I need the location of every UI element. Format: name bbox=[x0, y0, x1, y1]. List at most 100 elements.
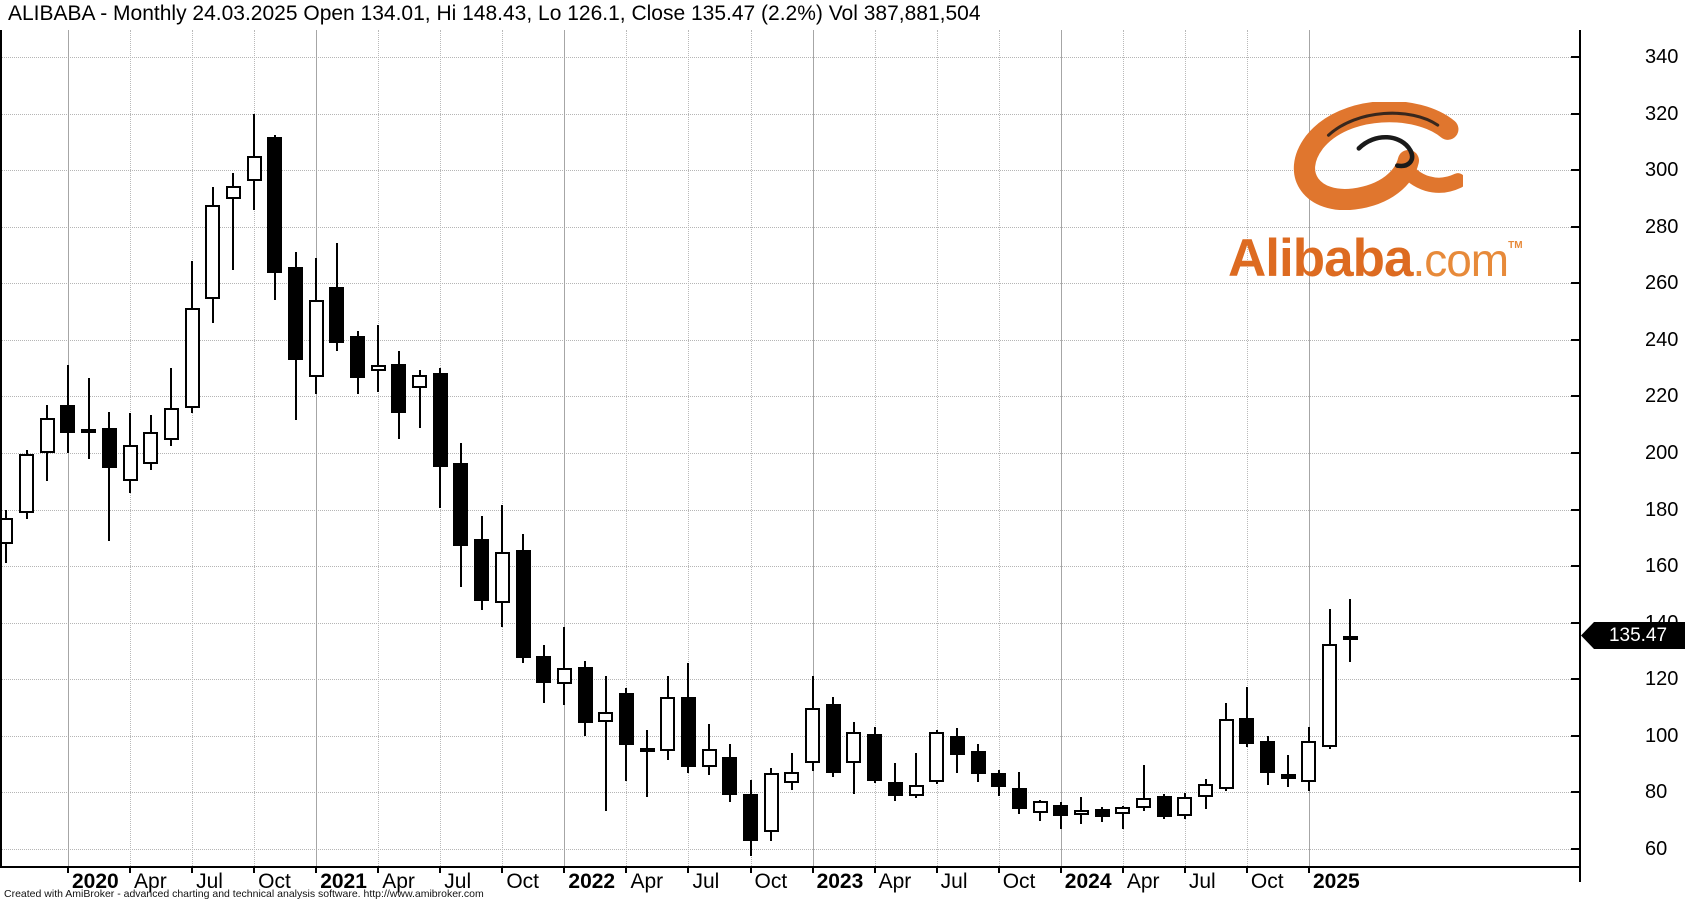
x-axis-label: Apr bbox=[878, 870, 912, 893]
x-axis-tick bbox=[1059, 867, 1062, 873]
gridline-h bbox=[0, 57, 1579, 58]
candle-2022-04 bbox=[618, 693, 634, 746]
candle-2024-06 bbox=[1156, 796, 1172, 818]
candle-2023-03 bbox=[846, 731, 862, 763]
x-axis-label: 2021 bbox=[320, 870, 367, 893]
candle-2023-01 bbox=[805, 708, 821, 763]
candle-wick-2024-12 bbox=[1287, 755, 1290, 788]
y-axis-label: 200 bbox=[1645, 442, 1679, 464]
gridline-h bbox=[0, 792, 1579, 794]
candle-2024-05 bbox=[1136, 798, 1151, 809]
y-axis-tick bbox=[1571, 338, 1580, 341]
candle-2022-11 bbox=[763, 773, 779, 833]
y-axis-label: 100 bbox=[1645, 724, 1679, 747]
y-axis-tick bbox=[1571, 225, 1580, 228]
gridline-h bbox=[0, 339, 1579, 341]
candle-2025-03 bbox=[1342, 635, 1358, 640]
x-axis-label: Oct bbox=[1002, 870, 1036, 893]
y-axis-tick bbox=[1571, 282, 1580, 285]
candle-2024-07 bbox=[1177, 797, 1193, 817]
candle-2023-10 bbox=[991, 773, 1007, 788]
x-axis-label: Oct bbox=[506, 870, 539, 893]
x-axis-label: 2023 bbox=[816, 870, 864, 893]
x-axis-label: Jul bbox=[196, 870, 223, 893]
candle-wick-2022-01 bbox=[563, 626, 566, 705]
candle-wick-2024-04 bbox=[1121, 805, 1124, 829]
x-axis-label: Jul bbox=[692, 870, 720, 893]
candle-2020-02 bbox=[81, 428, 97, 433]
x-axis-tick bbox=[935, 867, 938, 873]
candle-2022-03 bbox=[598, 712, 614, 722]
candle-wick-2025-03 bbox=[1349, 598, 1352, 663]
candle-2024-10 bbox=[1239, 718, 1255, 745]
candle-2020-10 bbox=[246, 156, 262, 181]
gridline-quarter bbox=[502, 30, 504, 866]
candle-2021-07 bbox=[432, 372, 448, 467]
y-axis-tick bbox=[1571, 848, 1580, 850]
y-axis-label: 280 bbox=[1645, 215, 1679, 238]
y-axis-tick bbox=[1571, 452, 1580, 454]
y-axis-label: 80 bbox=[1645, 781, 1668, 804]
candle-2021-02 bbox=[329, 286, 345, 343]
x-axis-label: Oct bbox=[1250, 870, 1284, 893]
x-axis-tick bbox=[873, 867, 876, 873]
gridline-h bbox=[0, 113, 1579, 115]
candle-2021-01 bbox=[308, 299, 324, 377]
x-axis-label: Jul bbox=[444, 870, 472, 893]
gridline-quarter bbox=[192, 30, 194, 866]
candle-wick-2020-03 bbox=[108, 411, 111, 541]
candle-2019-11 bbox=[19, 454, 35, 514]
alibaba-wordmark: Alibaba.comTM bbox=[1228, 228, 1523, 289]
gridline-year bbox=[564, 30, 566, 866]
x-axis-tick bbox=[66, 867, 69, 873]
candle-2023-08 bbox=[949, 735, 965, 756]
x-axis-tick bbox=[563, 867, 566, 873]
x-axis-tick bbox=[625, 867, 628, 873]
y-axis-label: 220 bbox=[1645, 385, 1679, 408]
gridline-h bbox=[0, 679, 1579, 681]
y-axis-label: 300 bbox=[1645, 159, 1679, 182]
alibaba-logo: Alibaba.comTM bbox=[1228, 100, 1523, 288]
candle-2024-09 bbox=[1218, 719, 1234, 790]
x-axis-label: Jul bbox=[940, 870, 968, 893]
gridline-year bbox=[316, 30, 318, 866]
gridline-h bbox=[0, 622, 1579, 624]
plot-area[interactable] bbox=[0, 0, 1579, 866]
candle-2023-07 bbox=[929, 731, 945, 782]
candle-2024-04 bbox=[1115, 807, 1131, 814]
candle-wick-2020-09 bbox=[232, 172, 235, 270]
candle-2021-09 bbox=[474, 538, 490, 601]
candle-2020-09 bbox=[225, 185, 241, 199]
gridline-quarter bbox=[626, 30, 628, 866]
candle-2022-02 bbox=[577, 667, 593, 724]
candle-2023-09 bbox=[970, 751, 986, 775]
gridline-h bbox=[0, 735, 1579, 737]
gridline-year bbox=[1308, 30, 1310, 866]
candle-2020-05 bbox=[143, 432, 159, 465]
x-axis-tick bbox=[1121, 867, 1124, 873]
candle-2022-09 bbox=[722, 757, 738, 796]
candle-2023-11 bbox=[1011, 788, 1027, 810]
x-axis-tick bbox=[1183, 867, 1186, 873]
candle-2025-02 bbox=[1322, 643, 1338, 748]
candle-wick-2023-06 bbox=[915, 753, 917, 799]
candle-2022-05 bbox=[639, 748, 655, 753]
candle-2020-11 bbox=[267, 137, 283, 274]
y-axis-label: 240 bbox=[1645, 328, 1679, 351]
gridline-quarter bbox=[1184, 30, 1186, 866]
x-axis-tick bbox=[129, 867, 132, 873]
candle-2023-05 bbox=[887, 781, 903, 797]
candle-2024-08 bbox=[1198, 783, 1214, 798]
candle-wick-2023-05 bbox=[894, 763, 897, 801]
logo-tm-mark: TM bbox=[1508, 240, 1523, 251]
y-axis-label: 320 bbox=[1645, 102, 1679, 125]
x-axis-label: Jul bbox=[1188, 870, 1216, 893]
x-axis-tick bbox=[315, 867, 318, 873]
candle-2021-05 bbox=[391, 363, 407, 413]
y-axis-label: 340 bbox=[1645, 46, 1679, 68]
candle-2024-11 bbox=[1260, 741, 1276, 774]
candle-wick-2021-04 bbox=[377, 324, 380, 392]
x-axis-tick bbox=[191, 867, 194, 873]
chart-title: ALIBABA - Monthly 24.03.2025 Open 134.01… bbox=[8, 2, 981, 25]
candle-2025-01 bbox=[1301, 741, 1317, 782]
